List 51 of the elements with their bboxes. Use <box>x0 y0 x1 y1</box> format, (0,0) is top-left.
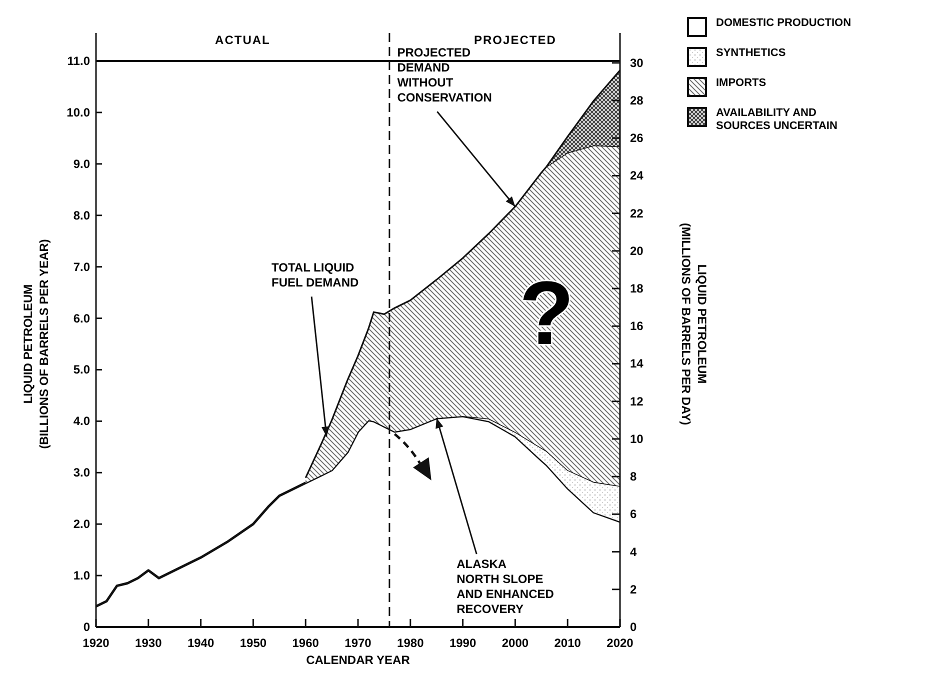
text: PROJECTED <box>474 33 556 48</box>
x-tick-label: 1970 <box>344 636 372 650</box>
y2-tick-label: 0 <box>630 620 637 634</box>
y-tick-label: 10.0 <box>66 105 90 120</box>
y2-tick-label: 8 <box>630 470 637 484</box>
y2-tick-label: 20 <box>630 244 644 258</box>
y-tick-label: 8.0 <box>73 208 90 222</box>
y-tick-label: 9.0 <box>73 156 90 171</box>
x-tick-label: 2010 <box>554 636 582 650</box>
y2-tick-label: 28 <box>630 93 644 108</box>
text: ACTUAL <box>215 33 270 48</box>
y2-tick-label: 14 <box>630 356 644 371</box>
y2-tick-label: 6 <box>630 507 637 522</box>
y2-tick-label: 30 <box>630 56 644 70</box>
y2-tick-label: 2 <box>630 582 637 596</box>
y2-tick-label: 4 <box>630 544 637 559</box>
x-tick-label: 1940 <box>187 636 214 650</box>
x-tick-label: 2020 <box>606 636 634 650</box>
x-tick-label: 1990 <box>449 636 476 650</box>
y2-tick-label: 24 <box>630 168 644 183</box>
y-tick-label: 6.0 <box>73 311 90 326</box>
x-tick-label: 1950 <box>240 636 267 650</box>
annotation: PROJECTED DEMAND WITHOUT CONSERVATION <box>397 46 492 105</box>
y-axis-title: LIQUID PETROLEUM (BILLIONS OF BARRELS PER YEAR) <box>21 239 51 449</box>
x-tick-label: 1920 <box>82 636 110 650</box>
x-tick-label: 2000 <box>502 636 529 650</box>
y-tick-label: 5.0 <box>73 362 90 377</box>
x-tick-label: 1980 <box>397 636 424 650</box>
y-tick-label: 2.0 <box>73 517 90 532</box>
y2-tick-label: 16 <box>630 319 644 334</box>
y-tick-label: 1.0 <box>73 568 90 583</box>
y2-axis-title: LIQUID PETROLEUM (MILLIONS OF BARRELS PER DAY) <box>679 222 709 426</box>
legend-label: IMPORTS <box>716 77 766 89</box>
legend-label: AVAILABILITY AND SOURCES UNCERTAIN <box>716 107 838 132</box>
legend-label: DOMESTIC PRODUCTION <box>716 17 852 29</box>
y2-tick-label: 18 <box>630 282 644 296</box>
y2-tick-label: 12 <box>630 394 644 408</box>
annotation: TOTAL LIQUID FUEL DEMAND <box>272 260 360 290</box>
y-tick-label: 7.0 <box>73 260 90 274</box>
y-tick-label: 4.0 <box>73 414 90 428</box>
y-tick-label: 11.0 <box>67 54 90 68</box>
legend-label: SYNTHETICS <box>716 47 786 59</box>
y2-tick-label: 26 <box>630 131 644 146</box>
annotation: ALASKA NORTH SLOPE AND ENHANCED RECOVERY <box>456 557 554 616</box>
x-tick-label: 1960 <box>292 636 320 650</box>
y2-tick-label: 10 <box>630 432 644 446</box>
x-tick-label: 1930 <box>135 636 162 650</box>
y-tick-label: 3.0 <box>73 466 90 480</box>
y-tick-label: 0 <box>83 620 90 634</box>
x-axis-title: CALENDAR YEAR <box>306 653 410 667</box>
y2-tick-label: 22 <box>630 206 644 220</box>
